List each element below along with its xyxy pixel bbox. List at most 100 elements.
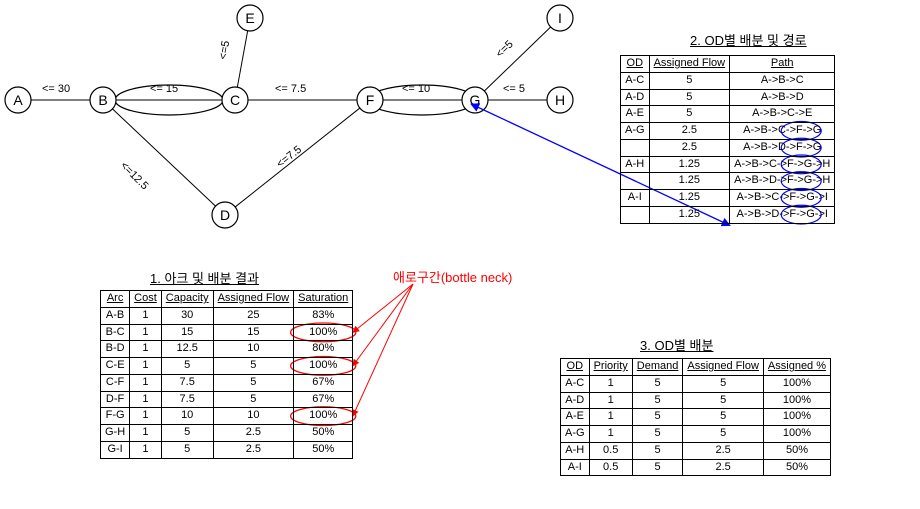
table2-title: 2. OD별 배분 및 경로 — [690, 30, 807, 49]
node-label: A — [13, 92, 23, 108]
table-row: G-I152.550% — [101, 441, 353, 458]
table-cell: 2.5 — [649, 123, 730, 140]
table-cell: A-C — [561, 375, 590, 392]
table-cell: 1 — [130, 374, 162, 391]
table-cell — [621, 173, 650, 190]
edge-label: <=7.5 — [274, 144, 304, 171]
col-header: OD — [621, 56, 650, 73]
table-cell: 5 — [649, 72, 730, 89]
table-cell: 100% — [763, 426, 830, 443]
edge-label: <= 5 — [503, 83, 525, 95]
table-cell: A->B->C->F->G->I — [730, 190, 835, 207]
table-cell: 5 — [161, 425, 213, 442]
table-cell: 5 — [683, 409, 764, 426]
table-cell: 2.5 — [213, 425, 294, 442]
col-header: Capacity — [161, 291, 213, 308]
table-cell — [621, 206, 650, 223]
table-cell: 100% — [763, 409, 830, 426]
table-cell: 2.5 — [683, 442, 764, 459]
table-row: A-I1.25A->B->C->F->G->I — [621, 190, 835, 207]
table-cell: 1.25 — [649, 156, 730, 173]
table-cell: 1 — [130, 341, 162, 358]
table-row: B-D112.51080% — [101, 341, 353, 358]
table-row: A-C155100% — [561, 375, 831, 392]
node-label: F — [366, 92, 375, 108]
edge — [484, 27, 550, 91]
edge-label: <= 10 — [402, 83, 430, 95]
table-cell: 10 — [213, 341, 294, 358]
table-cell: 5 — [632, 459, 683, 476]
table-cell: 5 — [683, 392, 764, 409]
col-header: OD — [561, 359, 590, 376]
table-cell: 80% — [294, 341, 353, 358]
edge-label: <=12.5 — [118, 160, 151, 193]
table-cell: 1.25 — [649, 206, 730, 223]
table-cell: 2.5 — [213, 441, 294, 458]
arc-results-table: ArcCostCapacityAssigned FlowSaturationA-… — [100, 290, 353, 459]
table-cell: 100% — [294, 408, 353, 425]
table-cell: A->B->C->F->G — [730, 123, 835, 140]
table-cell: A->B->D->F->G->H — [730, 173, 835, 190]
table-cell: A->B->D->F->G — [730, 139, 835, 156]
table-row: C-F17.5567% — [101, 374, 353, 391]
bottleneck-arrows — [353, 284, 413, 416]
table-cell: 5 — [649, 106, 730, 123]
table-row: D-F17.5567% — [101, 391, 353, 408]
table-row: F-G11010100% — [101, 408, 353, 425]
table-row: A-D155100% — [561, 392, 831, 409]
bottleneck-label: 애로구간(bottle neck) — [393, 267, 512, 286]
od-assign-table: ODPriorityDemandAssigned FlowAssigned %A… — [560, 358, 831, 476]
node-label: H — [555, 92, 565, 108]
table-row: A-E5A->B->C->E — [621, 106, 835, 123]
table-cell: 5 — [683, 375, 764, 392]
table-row: A-C5A->B->C — [621, 72, 835, 89]
table-cell: A->B->C->E — [730, 106, 835, 123]
table-cell: B-C — [101, 324, 130, 341]
table-cell: A->B->C — [730, 72, 835, 89]
table-row: 1.25A->B->D->F->G->I — [621, 206, 835, 223]
edges-group: <= 30<= 15<=12.5<=5<= 7.5<=7.5<= 10<= 5<… — [31, 27, 551, 207]
table-cell: 1 — [130, 358, 162, 375]
table-cell: 5 — [213, 358, 294, 375]
table-cell: G-I — [101, 441, 130, 458]
table-cell: 1 — [130, 391, 162, 408]
col-header: Assigned Flow — [213, 291, 294, 308]
table-cell: A->B->C->F->G->H — [730, 156, 835, 173]
table-cell: A-E — [621, 106, 650, 123]
table-cell: 67% — [294, 374, 353, 391]
table-cell: 1.25 — [649, 190, 730, 207]
table-row: A-G155100% — [561, 426, 831, 443]
table1-title: 1. 아크 및 배분 결과 — [150, 268, 259, 287]
table-cell — [621, 139, 650, 156]
table-cell: 12.5 — [161, 341, 213, 358]
table-row: C-E155100% — [101, 358, 353, 375]
table-cell: 0.5 — [589, 442, 632, 459]
col-header: Assigned Flow — [649, 56, 730, 73]
table-cell: 1 — [589, 375, 632, 392]
table-cell: 5 — [161, 441, 213, 458]
table-cell: 7.5 — [161, 374, 213, 391]
table-row: A-H0.552.550% — [561, 442, 831, 459]
table-cell: 1 — [130, 324, 162, 341]
table-cell: A->B->D — [730, 89, 835, 106]
od-path-table: ODAssigned FlowPathA-C5A->B->CA-D5A->B->… — [620, 55, 835, 224]
table-cell: 7.5 — [161, 391, 213, 408]
table3-title: 3. OD별 배분 — [640, 335, 713, 354]
table-cell: 1.25 — [649, 173, 730, 190]
table-cell: 100% — [763, 375, 830, 392]
table-cell: 5 — [161, 358, 213, 375]
node-label: I — [558, 10, 562, 26]
table-row: A-H1.25A->B->C->F->G->H — [621, 156, 835, 173]
edge-label: <= 30 — [42, 83, 70, 95]
table-cell: 10 — [161, 408, 213, 425]
table-cell: 50% — [763, 442, 830, 459]
table-cell: 5 — [632, 442, 683, 459]
table-cell: A->B->D->F->G->I — [730, 206, 835, 223]
table-row: A-E155100% — [561, 409, 831, 426]
table-cell: 50% — [294, 425, 353, 442]
table-cell: 5 — [683, 426, 764, 443]
table-cell: 0.5 — [589, 459, 632, 476]
bottleneck-arrow — [353, 284, 413, 416]
table-cell: 2.5 — [649, 139, 730, 156]
table-cell: C-F — [101, 374, 130, 391]
